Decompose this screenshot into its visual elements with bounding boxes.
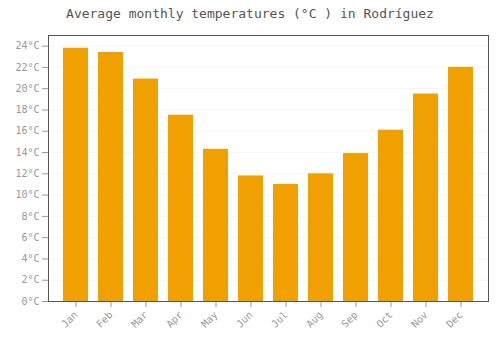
svg-text:20°C: 20°C xyxy=(15,83,39,94)
svg-text:12°C: 12°C xyxy=(15,168,39,179)
svg-text:24°C: 24°C xyxy=(15,40,39,51)
svg-text:22°C: 22°C xyxy=(15,62,39,73)
svg-text:18°C: 18°C xyxy=(15,104,39,115)
svg-text:14°C: 14°C xyxy=(15,147,39,158)
svg-text:May: May xyxy=(199,309,220,330)
svg-text:Oct: Oct xyxy=(374,309,395,330)
svg-text:Dec: Dec xyxy=(444,309,465,330)
svg-text:Jun: Jun xyxy=(234,309,255,330)
svg-text:Mar: Mar xyxy=(129,309,150,330)
svg-text:4°C: 4°C xyxy=(21,253,39,264)
svg-text:2°C: 2°C xyxy=(21,274,39,285)
svg-text:Aug: Aug xyxy=(304,309,325,330)
svg-text:Apr: Apr xyxy=(164,309,185,330)
svg-text:16°C: 16°C xyxy=(15,125,39,136)
svg-text:Jul: Jul xyxy=(269,309,290,330)
svg-text:Feb: Feb xyxy=(94,309,115,330)
svg-text:Nov: Nov xyxy=(409,309,430,330)
svg-text:0°C: 0°C xyxy=(21,296,39,307)
svg-text:10°C: 10°C xyxy=(15,189,39,200)
html-text:Average monthly temperatures (: Average monthly temperatures (°C ) in Ro… xyxy=(66,6,434,21)
svg-text:8°C: 8°C xyxy=(21,211,39,222)
svg-text:Jan: Jan xyxy=(59,309,80,330)
svg-text:6°C: 6°C xyxy=(21,232,39,243)
svg-text:Sep: Sep xyxy=(339,309,360,330)
